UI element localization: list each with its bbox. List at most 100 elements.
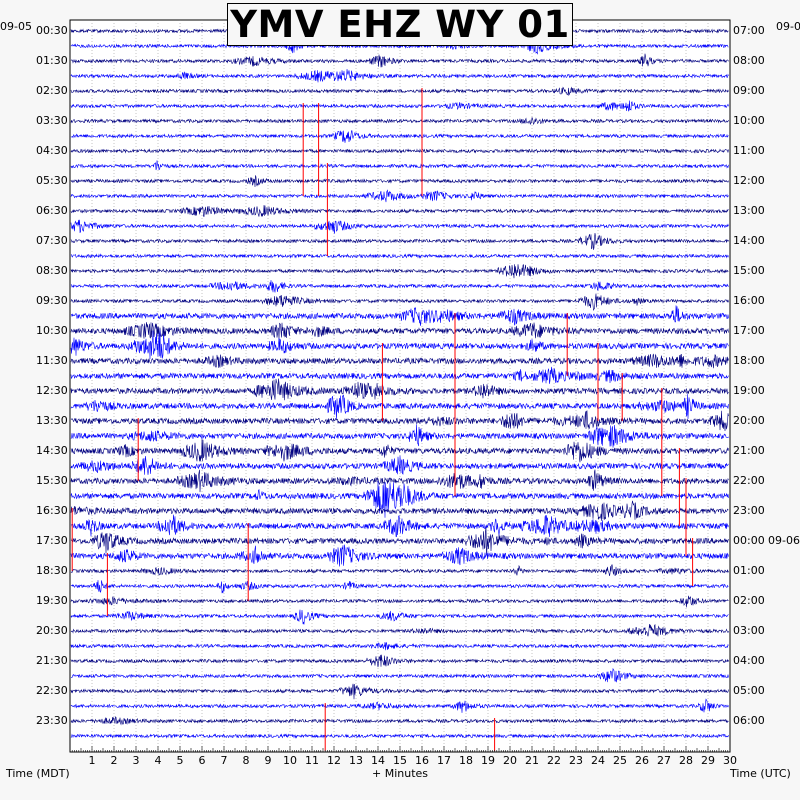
left-time-label: 14:30	[36, 444, 68, 457]
x-tick-label: 13	[349, 754, 363, 767]
right-time-label: 15:00	[733, 264, 765, 277]
x-tick-label: 14	[371, 754, 385, 767]
left-time-label: 15:30	[36, 474, 68, 487]
seismic-trace	[70, 654, 729, 668]
seismic-trace	[70, 219, 729, 234]
seismic-trace	[70, 130, 729, 143]
right-time-label: 07:00	[733, 24, 765, 37]
right-time-label: 05:00	[733, 684, 765, 697]
x-tick-label: 4	[155, 754, 162, 767]
seismic-trace	[70, 641, 729, 651]
right-time-label: 16:00	[733, 294, 765, 307]
left-time-label: 19:30	[36, 594, 68, 607]
x-tick-label: 29	[701, 754, 715, 767]
seismic-trace	[70, 38, 729, 55]
left-time-label: 11:30	[36, 354, 68, 367]
x-tick-label: 24	[591, 754, 605, 767]
seismic-trace	[70, 394, 729, 420]
right-time-label: 21:00	[733, 444, 765, 457]
seismic-trace	[70, 580, 729, 594]
x-tick-label: 17	[437, 754, 451, 767]
left-time-label: 23:30	[36, 714, 68, 727]
left-date-label: 09-05	[0, 20, 32, 33]
seismic-trace	[70, 53, 729, 68]
left-time-label: 08:30	[36, 264, 68, 277]
seismic-trace	[70, 733, 729, 739]
trace-layer	[70, 24, 729, 739]
left-time-label: 01:30	[36, 54, 68, 67]
right-date-label: 09-0	[776, 20, 800, 33]
seismic-trace	[70, 189, 729, 203]
x-tick-label: 21	[525, 754, 539, 767]
left-time-label: 16:30	[36, 504, 68, 517]
seismic-trace	[70, 698, 729, 713]
left-time-label: 02:30	[36, 84, 68, 97]
seismic-trace	[70, 148, 729, 154]
left-time-label: 04:30	[36, 144, 68, 157]
x-tick-labels: 1 2 3 4 5 6 7 8 9 10 11 12 13 14 15 16 17 18 19 20 21 22 23 24 2…	[89, 754, 738, 767]
right-time-label: 12:00	[733, 174, 765, 187]
right-time-label: 19:00	[733, 384, 765, 397]
x-tick-label: 20	[503, 754, 517, 767]
x-tick-label: 11	[305, 754, 319, 767]
seismic-trace	[70, 305, 729, 326]
left-time-label: 00:30	[36, 24, 68, 37]
right-time-label: 23:00	[733, 504, 765, 517]
seismic-trace	[70, 527, 729, 555]
right-time-label: 14:00	[733, 234, 765, 247]
left-time-label: 21:30	[36, 654, 68, 667]
seismic-trace	[71, 253, 729, 259]
left-time-label: 18:30	[36, 564, 68, 577]
seismic-trace	[70, 264, 729, 279]
right-time-label: 08:00	[733, 54, 765, 67]
right-time-label: 13:00	[733, 204, 765, 217]
seismic-trace	[70, 595, 729, 608]
left-time-label: 17:30	[36, 534, 68, 547]
right-time-label: 01:00	[733, 564, 765, 577]
right-time-label: 06:00	[733, 714, 765, 727]
x-tick-label: 18	[459, 754, 473, 767]
seismic-trace	[70, 667, 729, 683]
seismic-trace	[70, 623, 729, 637]
right-time-label: 11:00	[733, 144, 765, 157]
seismic-trace	[70, 683, 729, 700]
x-tick-label: 6	[199, 754, 206, 767]
x-tick-marks	[69, 746, 731, 752]
left-time-label: 12:30	[36, 384, 68, 397]
seismic-trace	[70, 424, 729, 448]
seismic-trace	[70, 439, 729, 463]
left-time-label: 20:30	[36, 624, 68, 637]
seismic-trace	[70, 366, 729, 384]
left-time-label: 05:30	[36, 174, 68, 187]
left-time-label: 13:30	[36, 414, 68, 427]
right-time-label: 22:00	[733, 474, 765, 487]
seismic-trace	[70, 481, 729, 518]
x-axis-label: + Minutes	[372, 767, 429, 780]
seismic-trace	[70, 410, 729, 432]
seismic-trace	[70, 378, 729, 401]
seismic-trace	[70, 500, 729, 521]
seismic-trace	[70, 716, 729, 726]
right-time-label: 17:00	[733, 324, 765, 337]
x-tick-label: 25	[613, 754, 627, 767]
seismic-trace	[70, 330, 729, 360]
x-tick-label: 7	[221, 754, 228, 767]
seismic-trace	[70, 175, 729, 188]
seismic-trace	[70, 117, 729, 126]
x-tick-label: 2	[111, 754, 118, 767]
seismic-trace	[70, 544, 729, 567]
x-tick-label: 12	[327, 754, 341, 767]
right-time-label: 00:00	[733, 534, 765, 547]
left-time-label: 09:30	[36, 294, 68, 307]
seismic-trace	[70, 455, 729, 475]
right-time-label: 03:00	[733, 624, 765, 637]
x-tick-label: 8	[243, 754, 250, 767]
seismic-trace	[70, 563, 729, 577]
x-tick-label: 15	[393, 754, 407, 767]
seismic-trace	[70, 86, 729, 96]
right-time-label: 20:00	[733, 414, 765, 427]
x-tick-label: 26	[635, 754, 649, 767]
seismic-trace	[70, 514, 729, 538]
chart-title: YMV EHZ WY 01	[227, 3, 573, 46]
